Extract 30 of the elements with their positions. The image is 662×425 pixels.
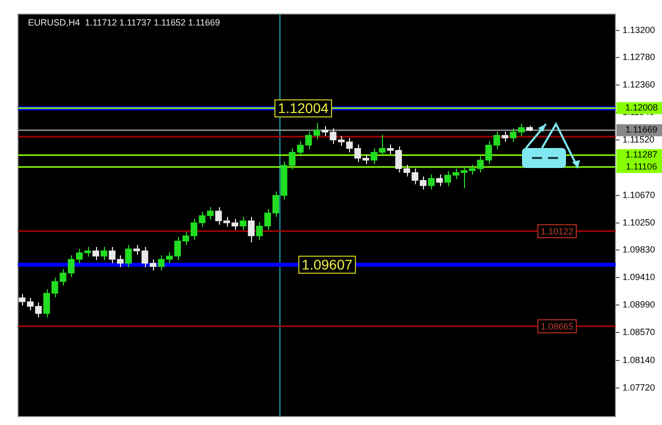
y-tick-label: 1.13200 [622,24,656,35]
y-tick-label: 1.10250 [622,217,656,228]
y-tick-label: 1.07720 [622,382,656,392]
candlestick [125,244,132,268]
ref-line-label: 1.10122 [540,226,574,237]
y-tick-label: 1.08570 [622,326,656,337]
y-tick-label: 1.12780 [622,52,656,62]
ref-line-label: 1.09607 [302,256,353,273]
chart-title: EURUSD,H4 1.11712 1.11737 1.11652 1.11669 [28,17,220,28]
y-tick-label: 1.10670 [622,190,656,200]
y-tick-label: 1.11520 [622,134,654,144]
y-tick-label: 1.08140 [622,354,656,365]
candlestick [100,246,108,260]
candlestick [248,216,255,243]
ref-line-label: 1.11106 [626,161,658,172]
candlestick [436,174,443,187]
y-tick-label: 1.09830 [622,244,656,255]
ref-line-label: 1.08665 [540,322,574,332]
ref-line-label: 1.12004 [278,100,329,116]
ref-line-label: 1.11669 [626,124,658,135]
candlestick [428,174,435,190]
candlestick [502,130,508,142]
candlestick [240,216,246,230]
candlestick [322,126,328,137]
y-tick-label: 1.08990 [622,300,656,310]
ref-line-label: 1.11287 [626,150,658,160]
y-tick-label: 1.12360 [622,80,656,90]
candlestick [92,246,100,260]
y-tick-label: 1.09410 [622,272,656,282]
ref-line-label: 1.12008 [625,102,658,113]
